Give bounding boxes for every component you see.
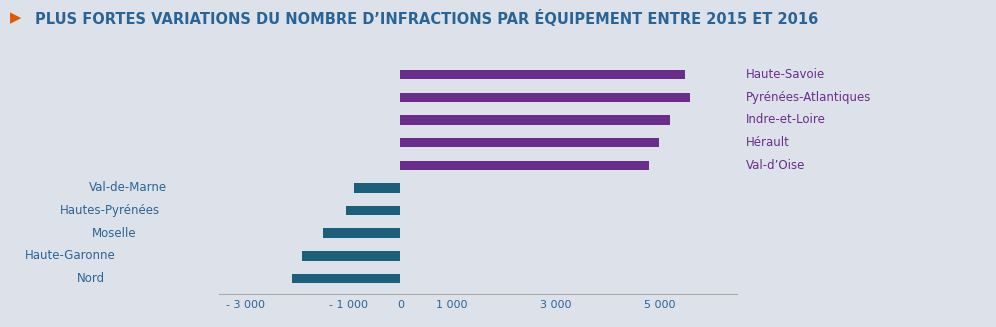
Bar (302, 251, 400, 261)
Text: Pyrénées-Atlantiques: Pyrénées-Atlantiques (746, 91, 872, 104)
Bar (292, 274, 400, 283)
Text: ▶: ▶ (10, 10, 21, 25)
Text: Hérault: Hérault (746, 136, 790, 149)
Text: Nord: Nord (78, 272, 106, 285)
Bar (400, 138, 659, 147)
Text: Haute-Savoie: Haute-Savoie (746, 68, 826, 81)
Text: Haute-Garonne: Haute-Garonne (25, 249, 116, 262)
Bar (400, 161, 649, 170)
Text: Indre-et-Loire: Indre-et-Loire (746, 113, 826, 127)
Bar (346, 206, 400, 215)
Text: Val-d’Oise: Val-d’Oise (746, 159, 806, 172)
Bar (400, 115, 669, 125)
Text: Moselle: Moselle (92, 227, 136, 240)
Text: Hautes-Pyrénées: Hautes-Pyrénées (60, 204, 159, 217)
Text: Val-de-Marne: Val-de-Marne (90, 181, 167, 194)
Bar (400, 93, 690, 102)
Bar (354, 183, 400, 193)
Text: PLUS FORTES VARIATIONS DU NOMBRE D’INFRACTIONS PAR ÉQUIPEMENT ENTRE 2015 ET 2016: PLUS FORTES VARIATIONS DU NOMBRE D’INFRA… (35, 10, 818, 27)
Bar (400, 70, 685, 79)
Bar (323, 229, 400, 238)
